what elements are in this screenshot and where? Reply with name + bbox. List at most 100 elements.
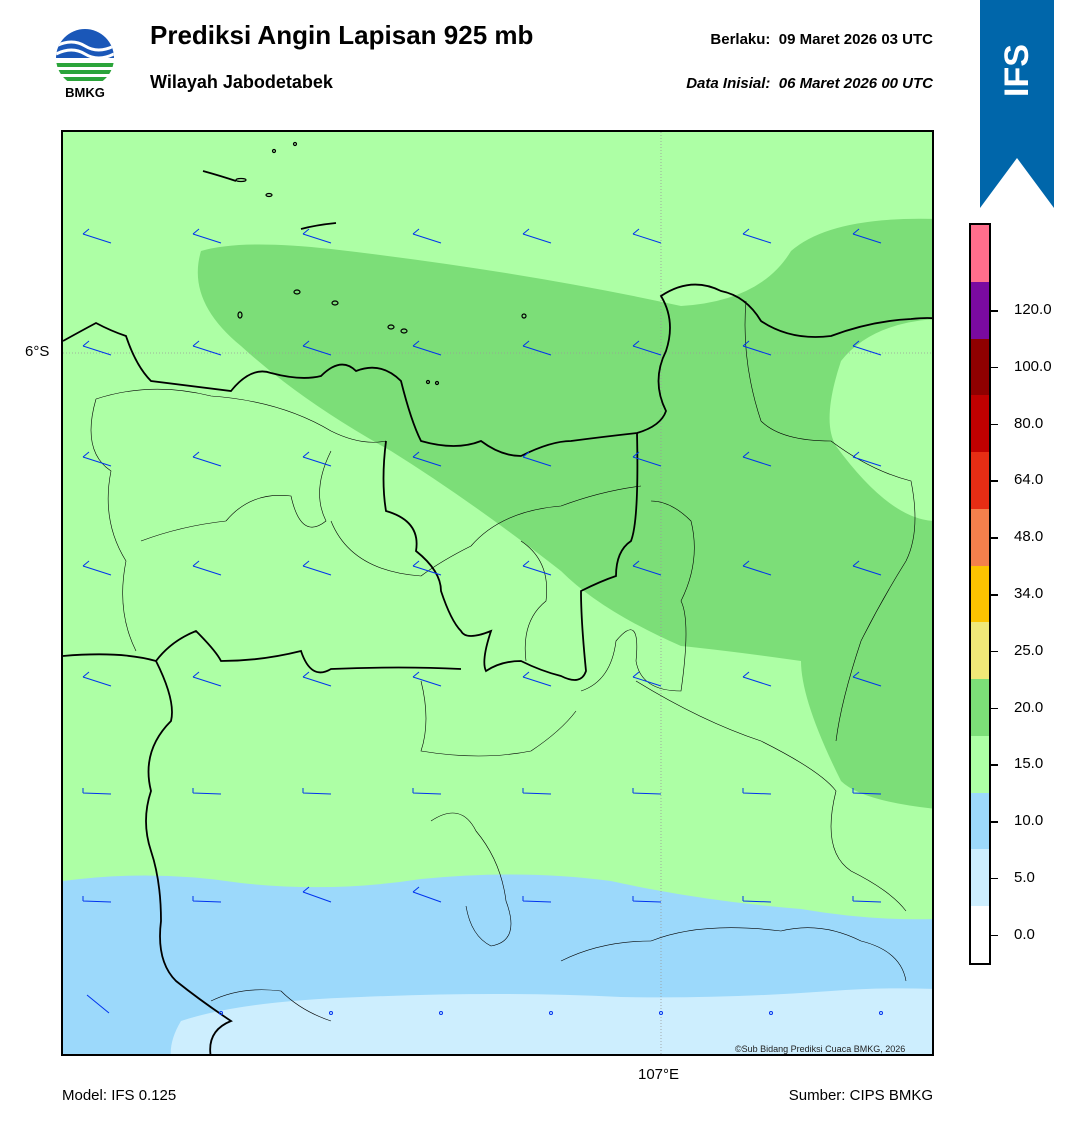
wind-barb — [82, 340, 112, 356]
map-canvas — [63, 132, 932, 1054]
wind-barb — [302, 886, 332, 903]
wind-barb — [82, 896, 112, 903]
wind-barb — [742, 340, 772, 356]
wind-barb — [82, 451, 112, 467]
wind-barb — [522, 671, 552, 687]
legend-tick — [991, 707, 998, 710]
wind-barb — [192, 340, 222, 356]
legend-tick — [991, 934, 998, 937]
legend-tick — [991, 480, 998, 482]
legend-label: 34.0 — [1014, 585, 1044, 602]
valid-time: Berlaku: 09 Maret 2026 03 UTC — [710, 31, 933, 48]
legend-swatch — [971, 735, 989, 793]
wind-barb — [632, 560, 662, 576]
legend-label: 20.0 — [1014, 698, 1044, 716]
legend-swatch — [971, 679, 989, 736]
legend-tick — [991, 764, 998, 766]
wind-barb — [192, 560, 222, 576]
wind-barb — [192, 451, 222, 467]
legend-tick — [991, 594, 998, 596]
legend-tick — [991, 537, 998, 539]
wind-barb — [852, 451, 882, 467]
legend-label: 80.0 — [1014, 414, 1044, 432]
legend-tick — [991, 821, 998, 823]
calm-wind-marker — [769, 1011, 773, 1015]
wind-barb — [742, 671, 772, 687]
wind-barb — [522, 228, 552, 244]
wind-barb — [302, 228, 332, 244]
wind-barb — [852, 671, 882, 687]
legend-swatch — [971, 622, 989, 680]
wind-barb — [412, 451, 442, 467]
legend-tick — [991, 423, 998, 426]
wind-barb — [302, 451, 332, 467]
legend-label: 100.0 — [1014, 357, 1052, 375]
wind-barb — [412, 560, 442, 576]
wind-barb — [522, 896, 552, 903]
legend-swatch — [971, 565, 989, 623]
wind-barb — [302, 340, 332, 356]
wind-barb — [82, 671, 112, 687]
wind-barb — [412, 671, 442, 687]
ifs-ribbon-badge — [980, 0, 1054, 208]
ifs-badge-label: IFS — [980, 35, 1054, 105]
wind-barb — [192, 896, 222, 903]
wind-barb — [742, 560, 772, 576]
calm-wind-marker — [549, 1011, 553, 1015]
wind-barb — [852, 788, 882, 795]
legend-label: 10.0 — [1014, 812, 1044, 830]
legend-swatch — [971, 338, 989, 396]
wind-barb — [82, 228, 112, 244]
wind-barb — [302, 788, 332, 795]
wind-barb — [632, 228, 662, 244]
wind-barb — [192, 671, 222, 687]
legend-label: 48.0 — [1014, 528, 1044, 546]
legend-swatch — [971, 849, 989, 907]
field-15-20-band — [197, 218, 932, 809]
map-title: Prediksi Angin Lapisan 925 mb — [150, 20, 534, 50]
legend-label: 0.0 — [1014, 925, 1035, 943]
wind-barb — [742, 896, 772, 903]
legend-swatch — [971, 452, 989, 509]
wind-barb — [852, 896, 882, 903]
lon-tick-label: 107°E — [638, 1066, 680, 1083]
wind-barb — [742, 451, 772, 467]
bmkg-logo — [56, 29, 114, 87]
wind-barb — [86, 994, 110, 1014]
wind-barb — [412, 340, 442, 356]
calm-wind-marker — [659, 1011, 663, 1015]
regency-boundaries — [90, 300, 916, 1022]
wind-barb — [632, 451, 662, 467]
legend-swatch — [971, 225, 989, 282]
legend-label: 5.0 — [1014, 868, 1035, 886]
wind-barb — [522, 788, 552, 795]
map-subtitle: Wilayah Jabodetabek — [150, 72, 333, 92]
wind-barb — [852, 340, 882, 356]
legend-swatch — [971, 281, 989, 339]
legend-tick — [991, 366, 998, 369]
legend-label: 25.0 — [1014, 641, 1044, 659]
wind-barb — [632, 896, 662, 903]
legend-tick — [991, 650, 998, 653]
wind-barb — [522, 451, 552, 467]
legend-tick — [991, 310, 998, 312]
wind-barb — [192, 228, 222, 244]
legend-label: 120.0 — [1014, 301, 1052, 319]
wind-barb — [852, 228, 882, 244]
logo-text: BMKG — [65, 85, 105, 100]
lat-tick-label: 6°S — [25, 343, 50, 360]
legend-label: 64.0 — [1014, 471, 1044, 489]
wind-barb — [742, 788, 772, 795]
legend-colorbar — [969, 223, 991, 965]
calm-wind-marker — [329, 1011, 333, 1015]
legend-tick — [991, 877, 998, 880]
calm-wind-marker — [439, 1011, 443, 1015]
calm-wind-marker — [219, 1011, 223, 1015]
copyright-text: ©Sub Bidang Prediksi Cuaca BMKG, 2026 — [735, 1044, 906, 1054]
wind-barb — [302, 671, 332, 687]
legend-label: 15.0 — [1014, 755, 1044, 773]
wind-barb — [522, 560, 552, 576]
model-label: Model: IFS 0.125 — [62, 1087, 177, 1104]
wind-barb — [852, 560, 882, 576]
legend-swatch — [971, 508, 989, 566]
